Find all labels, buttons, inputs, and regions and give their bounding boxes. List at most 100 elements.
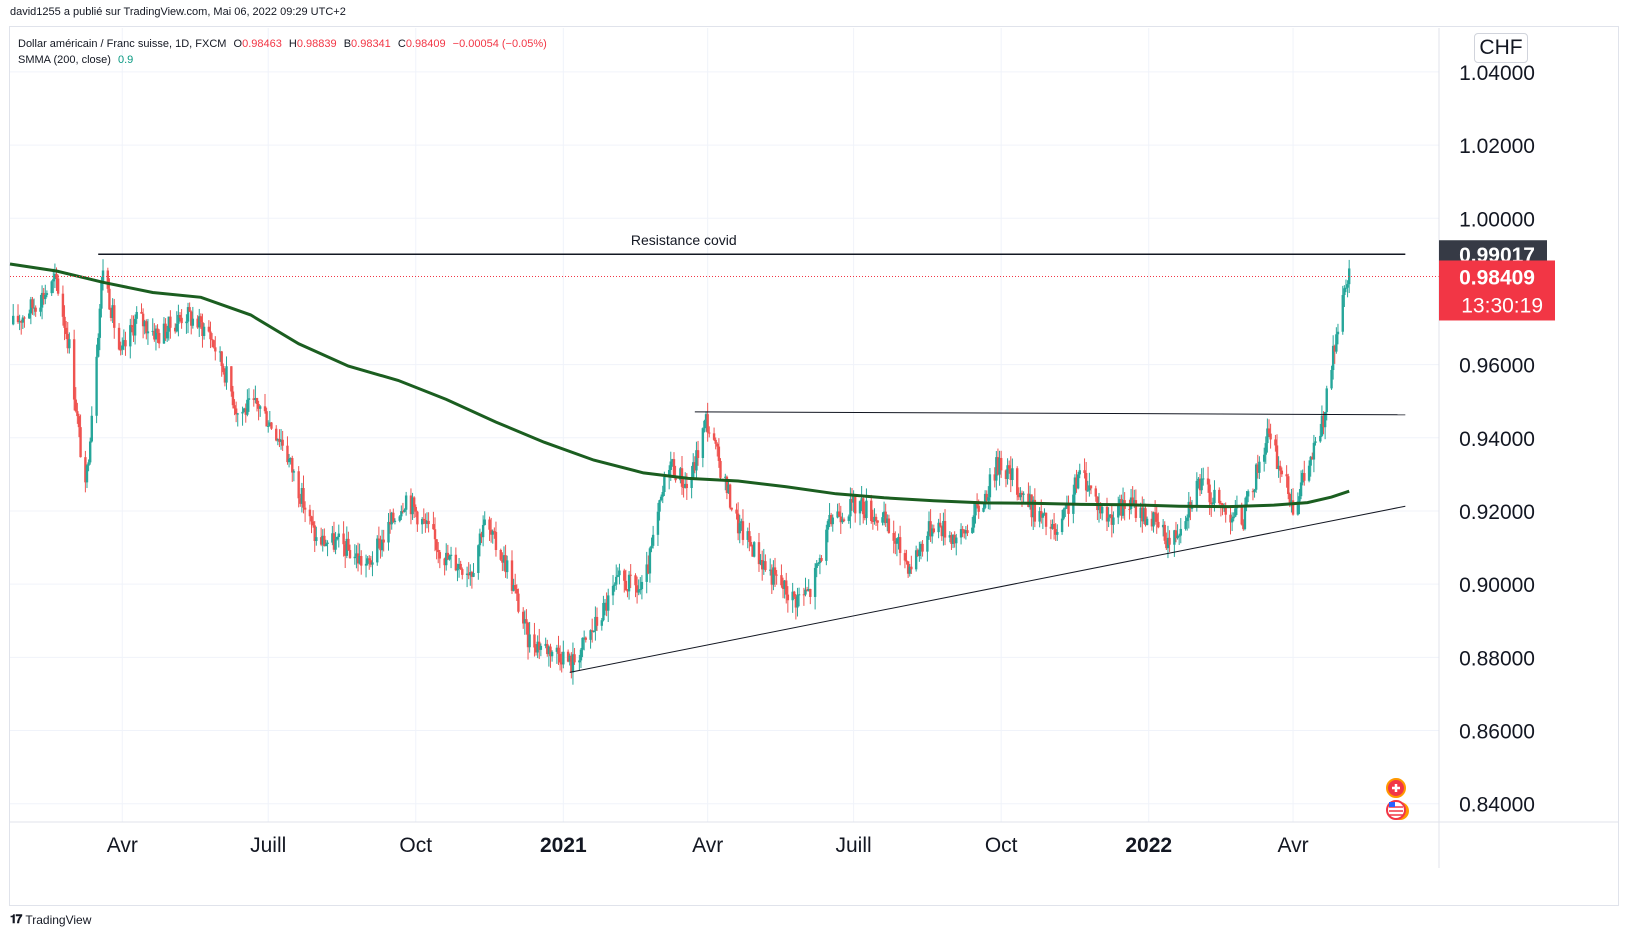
- candle-body: [948, 535, 952, 538]
- candle-body: [942, 520, 945, 537]
- candle-body: [837, 511, 841, 517]
- candle-body: [504, 555, 507, 573]
- candle-body: [906, 561, 910, 574]
- candle-body: [1277, 465, 1280, 470]
- candle-body: [241, 411, 244, 414]
- candle-body: [303, 507, 307, 510]
- candle-body: [828, 514, 831, 522]
- candle-body: [616, 575, 620, 577]
- candle-body: [908, 566, 911, 574]
- candle-body: [308, 509, 312, 517]
- candle-body: [53, 273, 57, 280]
- candle-body: [865, 500, 868, 519]
- candle-body: [817, 563, 820, 565]
- candle-body: [454, 554, 458, 571]
- candle-body: [225, 366, 228, 383]
- candle-body: [1319, 435, 1322, 442]
- legend-close-value: 0.98409: [405, 38, 446, 50]
- candle-body: [210, 339, 214, 341]
- candle-body: [377, 538, 381, 540]
- tradingview-logo-icon[interactable]: 𝟏𝟕: [10, 912, 22, 926]
- footer: 𝟏𝟕 TradingView: [10, 912, 91, 927]
- candle-body: [847, 516, 850, 521]
- candle-body: [1266, 428, 1269, 444]
- axes: 1.040001.020001.000000.960000.940000.920…: [10, 28, 1619, 868]
- candle-body: [1109, 514, 1112, 518]
- candle-body: [1033, 499, 1037, 522]
- candle-body: [714, 439, 717, 444]
- currency-selector[interactable]: CHF: [1474, 33, 1528, 63]
- candle-body: [1011, 468, 1014, 480]
- candle-body: [971, 527, 974, 534]
- candle-body: [234, 408, 238, 415]
- candle-body: [220, 351, 223, 367]
- candle-body: [489, 529, 493, 535]
- candle-body: [959, 529, 963, 538]
- candle-body: [757, 542, 761, 565]
- candle-body: [393, 520, 397, 522]
- candle-body: [998, 457, 1001, 475]
- candle-body: [1067, 504, 1070, 514]
- legend-symbol-row: Dollar américain / Franc suisse, 1D, FXC…: [18, 36, 547, 52]
- candle-body: [42, 292, 45, 300]
- candle-body: [164, 323, 167, 339]
- candle-body: [401, 511, 405, 513]
- candle-body: [1320, 415, 1324, 436]
- candle-body: [218, 351, 222, 353]
- candle-body: [1243, 506, 1247, 530]
- candle-body: [1344, 287, 1348, 289]
- candle-body: [1254, 464, 1258, 490]
- candle-body: [1078, 470, 1081, 475]
- candle-body: [424, 520, 427, 524]
- candle-body: [319, 537, 323, 545]
- candle-body: [1186, 517, 1189, 522]
- candle-body: [31, 299, 34, 308]
- candle-body: [1253, 489, 1256, 492]
- candle-body: [672, 459, 676, 476]
- candle-body: [1019, 492, 1022, 498]
- candle-body: [717, 446, 721, 461]
- candle-body: [659, 496, 663, 501]
- candle-body: [538, 641, 541, 650]
- candle-body: [640, 581, 644, 590]
- candle-body: [618, 570, 621, 576]
- candle-body: [456, 568, 459, 571]
- candle-body: [769, 569, 772, 571]
- candle-body: [930, 528, 934, 537]
- candle-body: [501, 559, 504, 563]
- candle-body: [403, 509, 406, 512]
- candle-body: [1028, 494, 1032, 508]
- candle-body: [1331, 345, 1335, 370]
- candle-body: [122, 340, 126, 346]
- candle-body: [461, 569, 464, 575]
- candle-body: [1179, 528, 1182, 536]
- legend-close-label: C: [397, 38, 406, 50]
- candle-body: [581, 637, 584, 650]
- legend-indicator: SMMA (200, close): [18, 54, 111, 66]
- candle-body: [1110, 514, 1114, 525]
- candle-body: [863, 514, 867, 519]
- us-canton-icon: [1389, 802, 1395, 807]
- candle-body: [637, 589, 640, 593]
- candle-body: [770, 569, 774, 585]
- candle-body: [151, 330, 154, 332]
- candle-body: [1112, 517, 1115, 525]
- candle-body: [1015, 468, 1019, 495]
- candle-body: [162, 323, 166, 344]
- candle-body: [1089, 485, 1093, 489]
- candle-body: [448, 555, 451, 560]
- candle-body: [515, 588, 519, 594]
- candle-body: [1105, 506, 1109, 522]
- candle-body: [748, 531, 751, 543]
- candle-body: [1065, 504, 1069, 508]
- candle-body: [1041, 513, 1045, 518]
- candle-body: [1144, 508, 1147, 526]
- candle-body: [669, 461, 672, 470]
- candle-body: [679, 468, 682, 481]
- footer-brand[interactable]: TradingView: [25, 912, 92, 927]
- candle-body: [961, 529, 964, 531]
- candle-body: [1198, 478, 1202, 491]
- candle-body: [727, 484, 730, 494]
- candle-body: [626, 590, 629, 592]
